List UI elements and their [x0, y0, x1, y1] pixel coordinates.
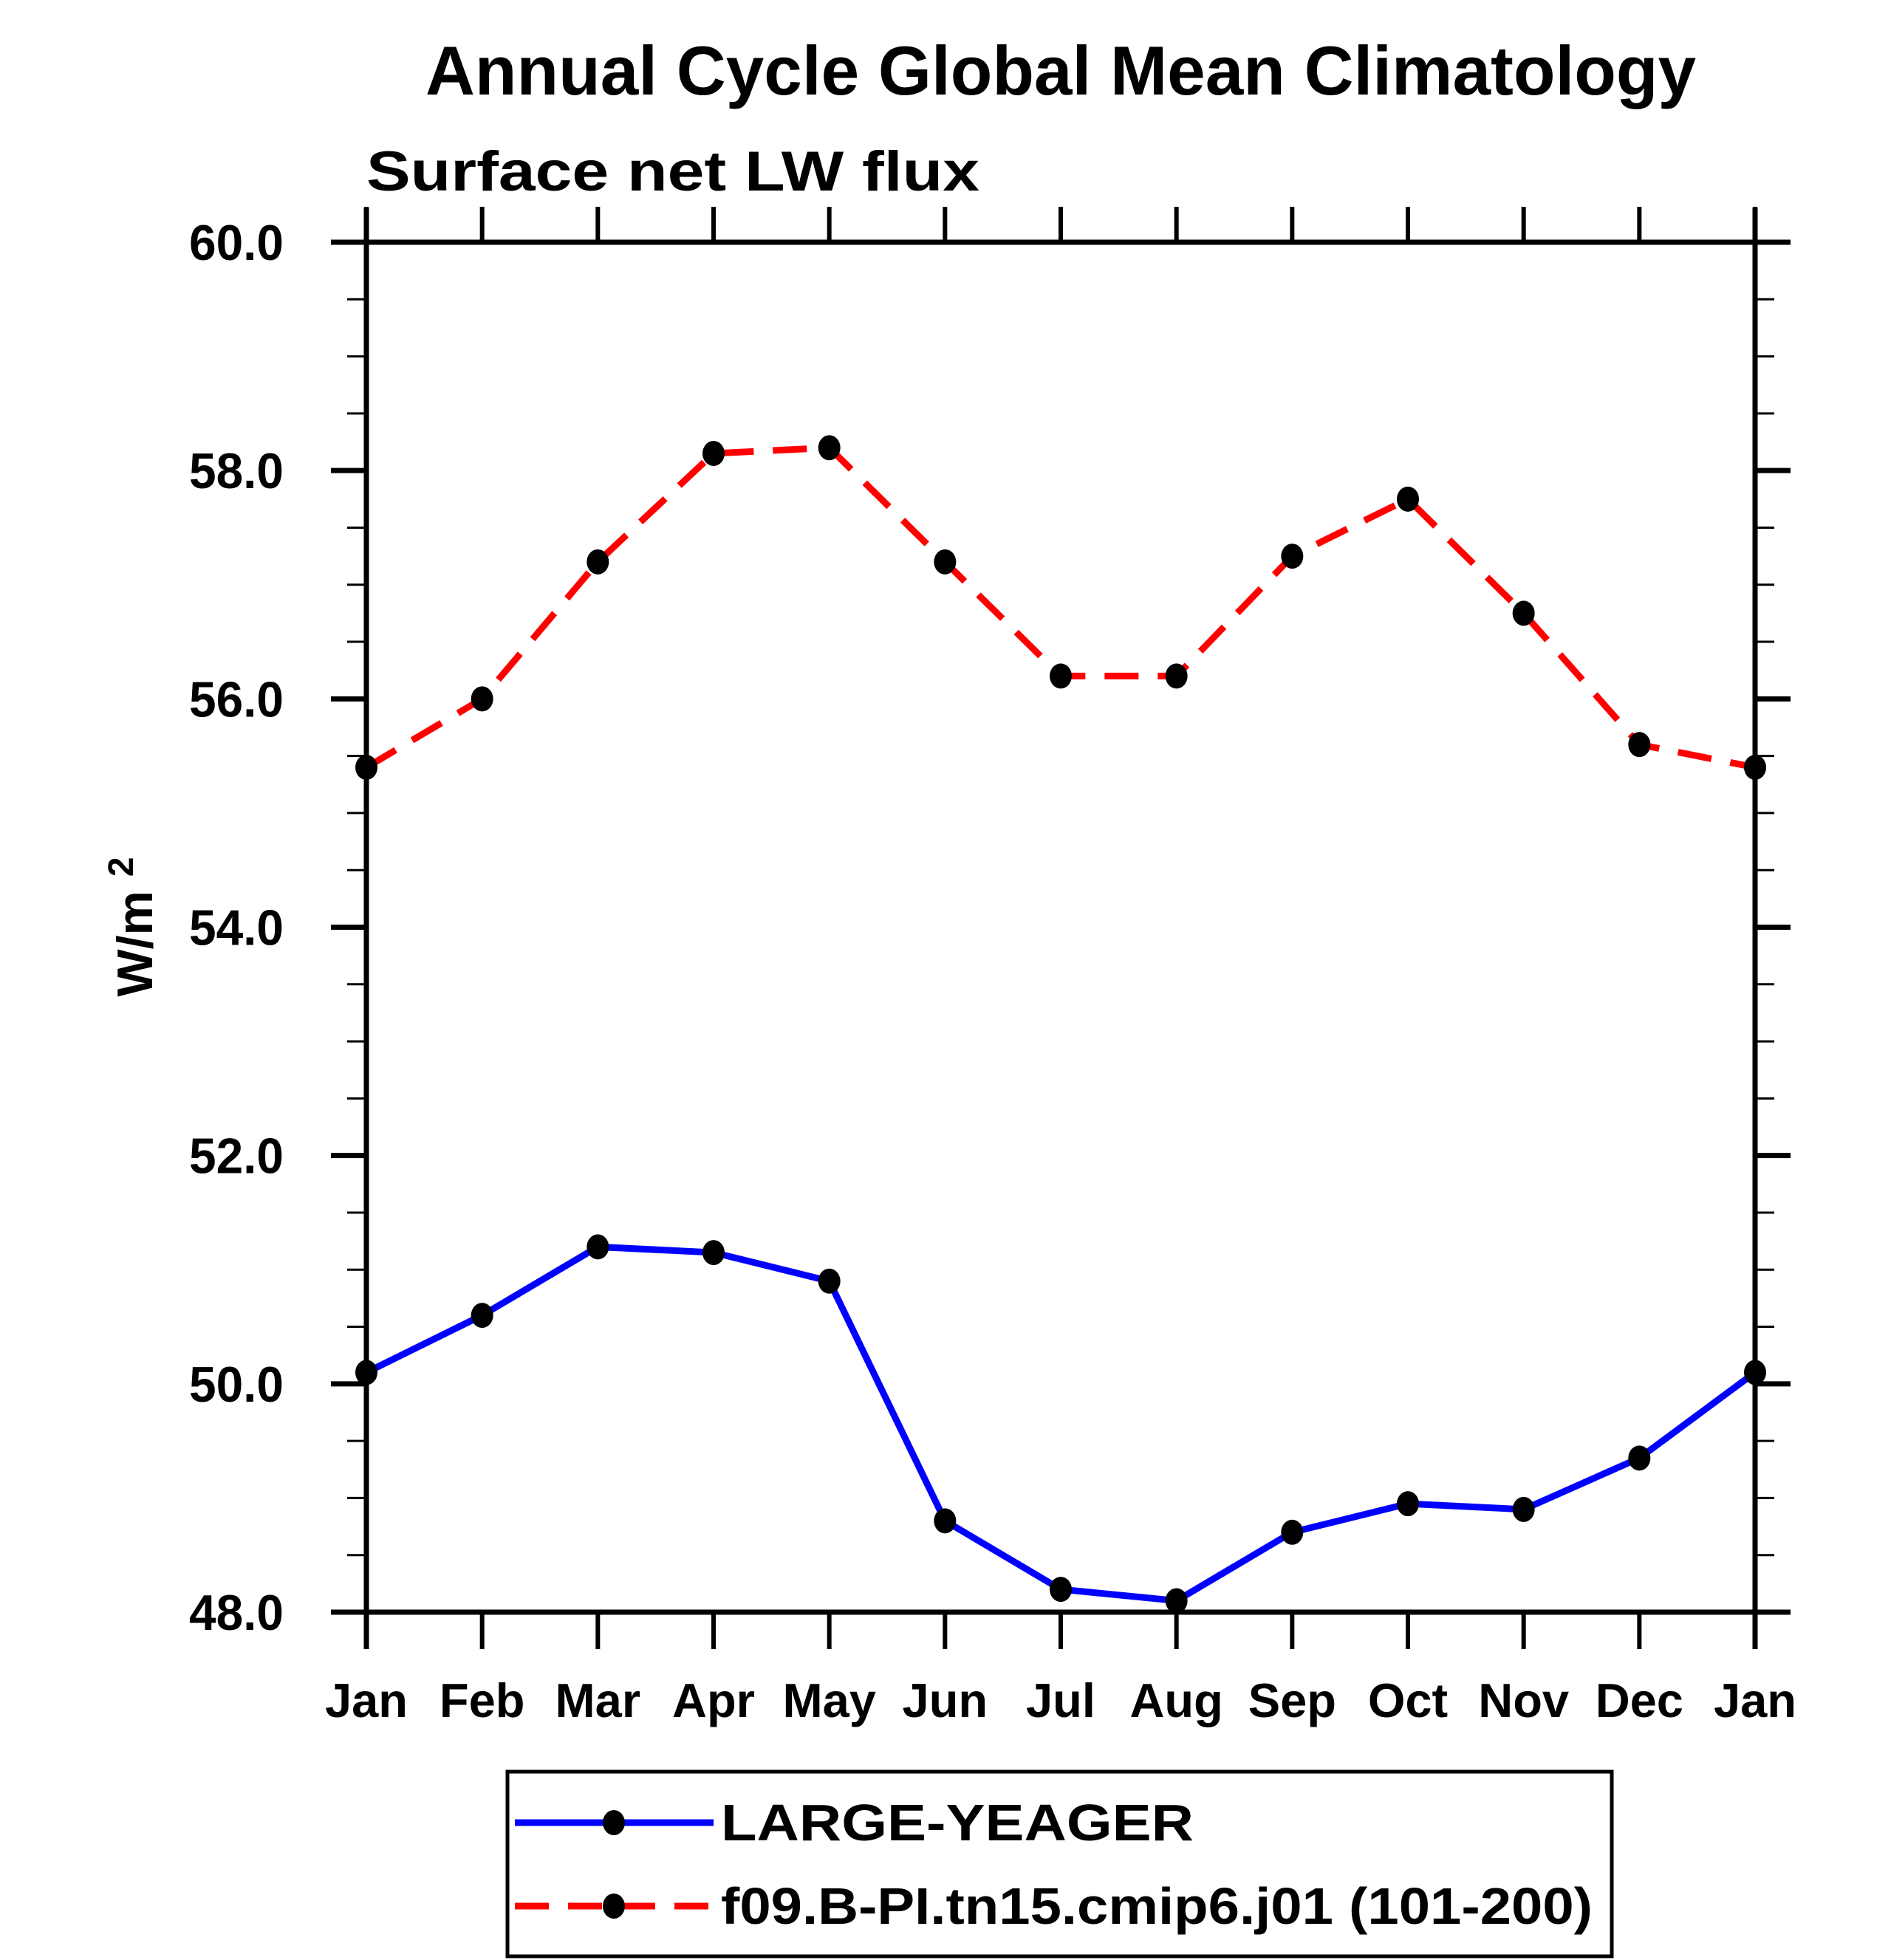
y-tick-label: 48.0: [189, 1585, 284, 1641]
data-point-marker: [587, 1234, 609, 1260]
y-axis-title-exponent: 2: [102, 857, 141, 877]
chart-subtitle: Surface net LW flux: [366, 140, 979, 203]
legend: LARGE-YEAGER f09.B-PI.tn15.cmip6.j01 (10…: [505, 1769, 1614, 1959]
data-point-marker: [1397, 486, 1419, 512]
legend-box: [505, 1769, 1614, 1959]
y-tick-label: 54.0: [189, 900, 284, 956]
data-point-marker: [471, 1303, 493, 1329]
legend-label-large-yeager: LARGE-YEAGER: [721, 1794, 1194, 1851]
x-axis-label: Jan: [325, 1673, 408, 1727]
y-tick-label: 52.0: [189, 1128, 284, 1185]
data-point-marker: [818, 1268, 841, 1294]
x-axis-label: Aug: [1129, 1673, 1223, 1727]
y-tick-label: 50.0: [189, 1357, 284, 1413]
series-line-f09-b-pi-tn15-cmip6-j01-101-200-: [364, 444, 1756, 771]
data-point-marker: [355, 1360, 377, 1385]
series-line-large-yeager: [365, 1243, 1757, 1605]
chart-title: Annual Cycle Global Mean Climatology: [425, 32, 1696, 109]
data-point-marker: [471, 686, 493, 712]
x-axis-label: Nov: [1478, 1673, 1569, 1727]
x-axis-label: Feb: [440, 1673, 525, 1727]
y-axis-labels: 48.0 50.0 52.0 54.0 56.0 58.0 60.0: [189, 215, 284, 1641]
x-axis-label: Mar: [555, 1673, 641, 1727]
y-tick-label: 56.0: [189, 671, 284, 727]
data-point-marker: [1512, 600, 1535, 626]
data-point-marker: [1281, 544, 1304, 569]
legend-swatch-marker-f09: [603, 1894, 625, 1919]
legend-swatch-marker-large-yeager: [603, 1810, 625, 1835]
data-point-marker: [1050, 663, 1072, 689]
x-axis-label: Jan: [1714, 1673, 1796, 1727]
data-series: [355, 435, 1766, 1614]
data-point-marker: [1628, 732, 1651, 758]
data-point-marker: [1744, 755, 1766, 781]
data-point-marker: [355, 755, 377, 781]
data-point-marker: [1744, 1360, 1766, 1385]
data-point-marker: [1281, 1519, 1304, 1545]
data-point-marker: [934, 549, 957, 575]
x-axis-label: Jun: [903, 1673, 988, 1727]
x-axis-label: Apr: [672, 1673, 755, 1727]
y-tick-label: 60.0: [189, 215, 284, 271]
data-point-marker: [1512, 1496, 1535, 1522]
x-axis-label: Dec: [1596, 1673, 1683, 1727]
data-point-marker: [587, 549, 609, 575]
y-axis-title-base: W/m: [107, 891, 163, 997]
data-point-marker: [818, 435, 841, 461]
legend-label-f09: f09.B-PI.tn15.cmip6.j01 (101-200): [721, 1877, 1593, 1935]
data-point-marker: [1165, 663, 1188, 689]
data-point-marker: [702, 440, 725, 466]
data-point-marker: [1050, 1577, 1072, 1603]
y-axis-title: W/m 2: [102, 857, 163, 996]
y-axis-ticks: [331, 239, 1791, 1615]
x-axis-ticks: [364, 207, 1757, 1649]
y-tick-label: 58.0: [189, 443, 284, 499]
data-point-marker: [1628, 1445, 1651, 1471]
x-axis-label: Sep: [1248, 1673, 1336, 1727]
x-axis-label: May: [782, 1673, 875, 1727]
data-point-marker: [702, 1240, 725, 1266]
data-point-marker: [1397, 1491, 1419, 1517]
x-axis-label: Oct: [1368, 1673, 1448, 1727]
x-axis-label: Jul: [1026, 1673, 1095, 1727]
data-point-marker: [1165, 1588, 1188, 1614]
x-axis-labels: Jan Feb Mar Apr May Jun Jul Aug Sep Oct Nov Dec Jan: [325, 1673, 1796, 1727]
plot-axes: [331, 208, 1791, 1649]
data-point-marker: [934, 1508, 957, 1534]
